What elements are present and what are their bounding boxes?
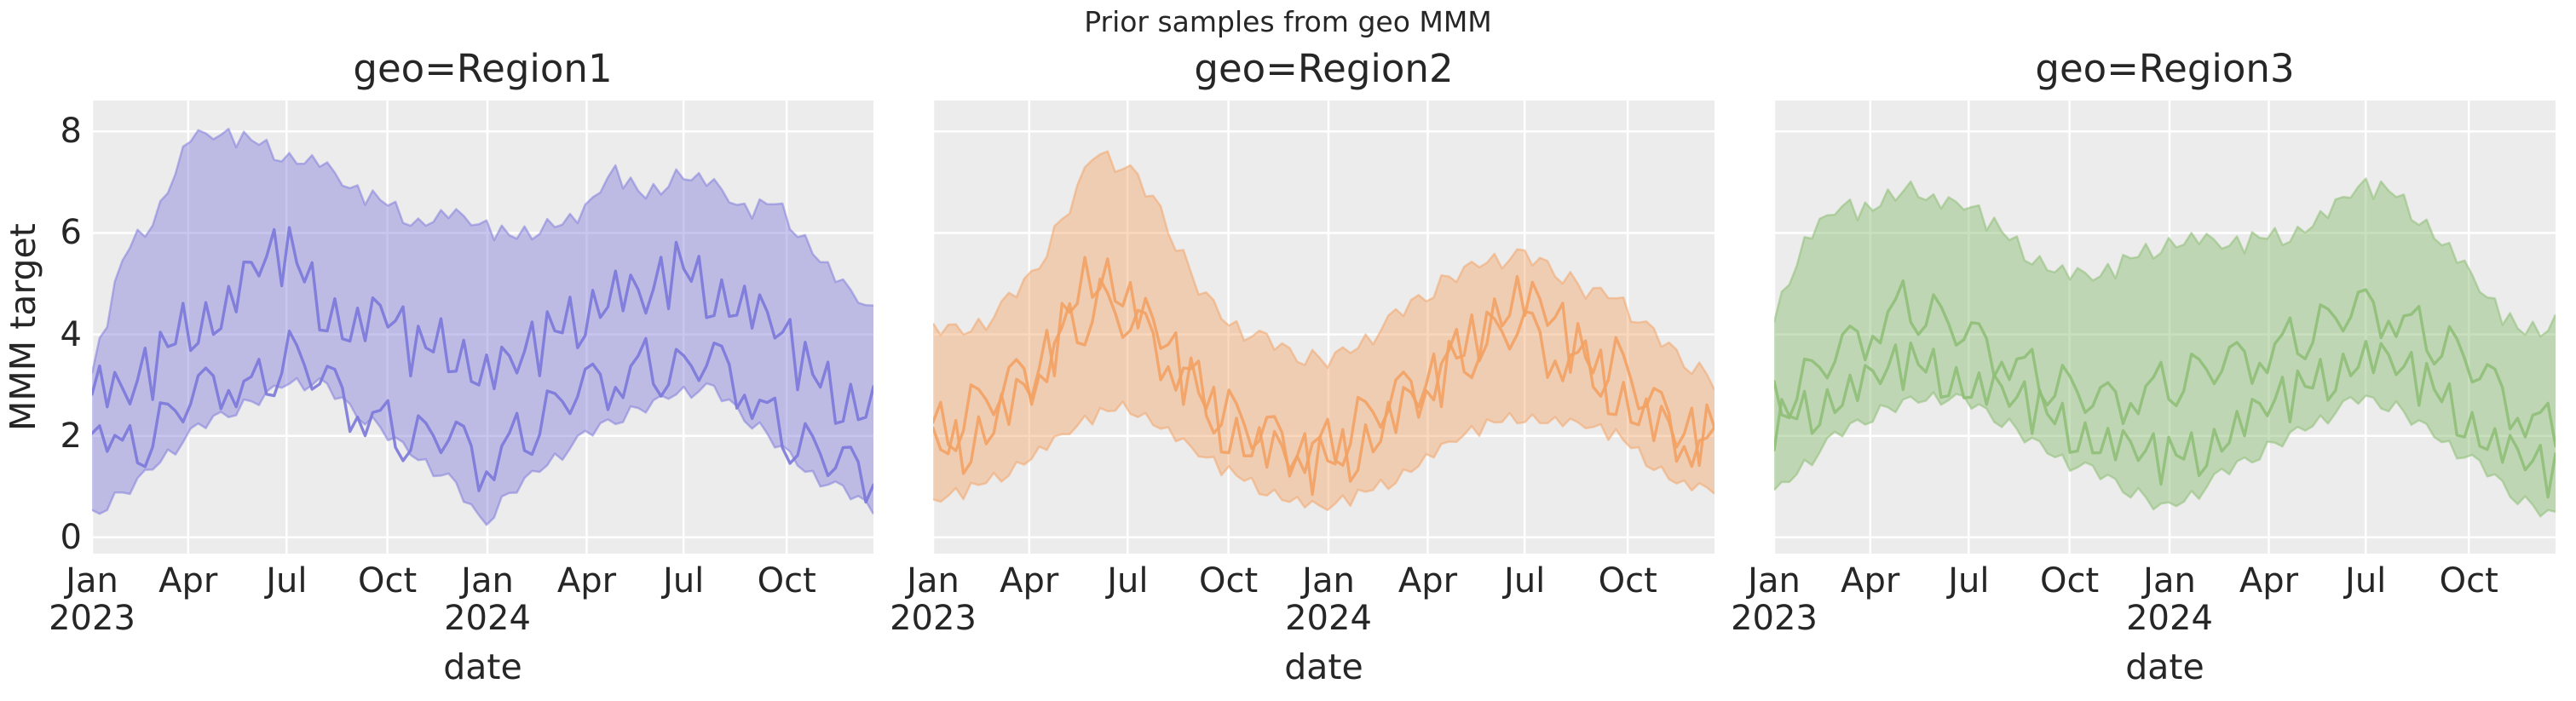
x-tick-label: Jan [1302,561,1355,600]
x-tick-label: Apr [1397,561,1458,600]
plot-area-region2 [933,101,1714,554]
x-tick-year-label: 2024 [1285,599,1372,638]
prior-sample-line-2 [92,330,873,504]
subplot-title-region3: geo=Region3 [2035,46,2295,91]
band-upper-edge [1774,177,2556,338]
x-tick-label: Jan [2143,561,2196,600]
y-tick-label: 2 [60,416,82,456]
y-tick-label: 6 [60,213,82,253]
y-tick-label: 4 [60,314,82,354]
plot-area-region1 [92,101,873,554]
y-tick-label: 0 [60,517,82,557]
uncertainty-band [92,129,873,526]
x-tick-label: Jul [266,561,308,600]
x-tick-label: Apr [158,561,218,600]
band-lower-edge [92,376,873,526]
prior-sample-line-1 [933,277,1714,478]
subplot-title-region2: geo=Region2 [1194,46,1454,91]
x-tick-label: Jan [66,561,118,600]
x-tick-year-label: 2023 [49,599,135,638]
x-tick-label: Apr [1000,561,1059,600]
uncertainty-band [933,151,1714,510]
x-tick-year-label: 2023 [890,599,977,638]
x-tick-label: Jan [907,561,960,600]
x-tick-label: Oct [2439,561,2498,600]
x-tick-label: Oct [1598,561,1657,600]
x-tick-label: Oct [358,561,418,600]
x-tick-label: Jul [1948,561,1990,600]
band-upper-edge [933,150,1714,391]
x-tick-label: Jul [2345,561,2387,600]
x-tick-year-label: 2023 [1731,599,1818,638]
x-tick-label: Jul [1107,561,1149,600]
band-upper-edge [92,128,873,374]
axes-background [1774,101,2556,554]
x-tick-label: Jul [1504,561,1546,600]
x-axis-label-region2: date [1284,646,1363,687]
uncertainty-band [1774,178,2556,517]
x-tick-label: Apr [1841,561,1900,600]
x-tick-label: Jan [461,561,514,600]
x-axis-label-region1: date [443,646,522,687]
x-tick-label: Oct [1199,561,1259,600]
prior-sample-line-1 [1774,279,2556,448]
subplot-title-region1: geo=Region1 [353,46,613,91]
x-tick-label: Apr [556,561,617,600]
x-tick-label: Apr [2239,561,2299,600]
x-tick-label: Jul [663,561,705,600]
band-lower-edge [933,400,1714,512]
prior-sample-line-2 [1774,340,2556,499]
x-axis-label-region3: date [2125,646,2204,687]
x-tick-year-label: 2024 [2126,599,2213,638]
figure-suptitle: Prior samples from geo MMM [1084,5,1492,38]
x-tick-year-label: 2024 [444,599,531,638]
gridlines [1774,101,2556,554]
x-tick-label: Jan [1748,561,1801,600]
plot-area-region3 [1774,101,2556,554]
band-lower-edge [1774,391,2556,518]
gridlines [933,101,1714,554]
y-tick-label: 8 [60,112,82,152]
prior-sample-line-1 [92,226,873,425]
prior-sample-line-2 [933,256,1714,497]
x-tick-label: Oct [757,561,816,600]
x-tick-label: Oct [2040,561,2100,600]
